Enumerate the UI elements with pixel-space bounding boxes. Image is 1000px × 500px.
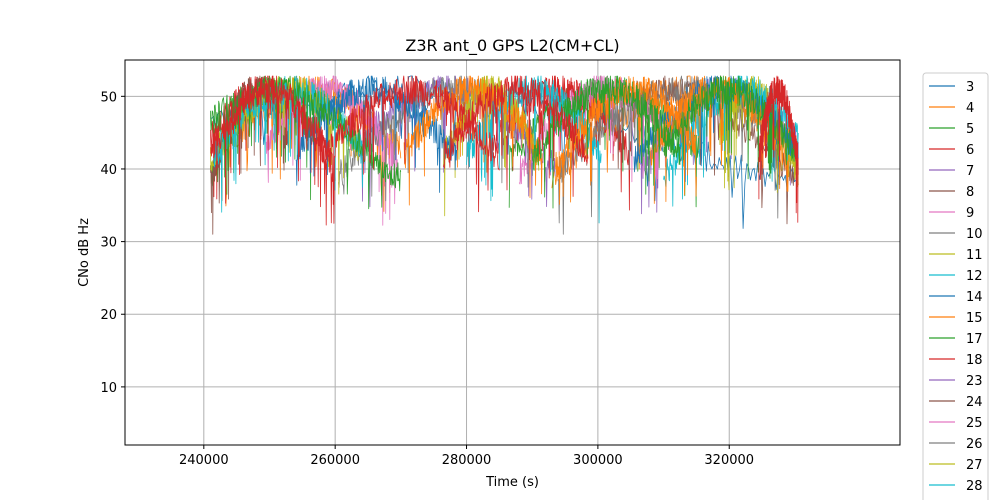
legend-label-24: 24 [966,395,983,410]
x-tick-label: 320000 [704,453,754,468]
legend-label-5: 5 [966,122,974,137]
legend-label-6: 6 [966,143,974,158]
legend-box [922,72,989,500]
legend-label-12: 12 [966,269,983,284]
legend-label-28: 28 [966,479,983,494]
legend-label-25: 25 [966,416,983,431]
series-line-18 [210,75,799,224]
x-tick-label: 300000 [573,453,623,468]
x-axis-label: Time (s) [485,475,539,490]
legend-label-7: 7 [966,164,974,179]
legend-label-3: 3 [966,80,974,95]
x-tick-label: 280000 [442,453,492,468]
y-axis-label: CNo dB Hz [77,218,92,287]
y-tick-label: 20 [100,308,117,323]
y-tick-label: 50 [100,90,117,105]
legend-label-9: 9 [966,206,974,221]
y-tick-label: 10 [100,381,117,396]
y-tick-label: 40 [100,163,117,178]
legend-label-23: 23 [966,374,983,389]
legend-label-17: 17 [966,332,983,347]
plot-frame [124,59,901,446]
legend-label-15: 15 [966,311,983,326]
plot-area [210,75,799,235]
chart-title: Z3R ant_0 GPS L2(CM+CL) [405,36,619,56]
legend: 3 4 5 6 7 8 9 10 11 12 14 15 17 18 23 24 25 26 27 28 [922,72,989,500]
legend-label-11: 11 [966,248,983,263]
x-tick-label: 260000 [310,453,360,468]
legend-label-26: 26 [966,437,983,452]
axis-ticks: 240000 260000 280000 300000 320000 10 20 30 40 50 [100,90,754,468]
legend-label-4: 4 [966,101,974,116]
x-tick-label: 240000 [179,453,229,468]
legend-label-27: 27 [966,458,983,473]
y-tick-label: 30 [100,236,117,251]
legend-label-14: 14 [966,290,983,305]
legend-label-10: 10 [966,227,983,242]
legend-label-18: 18 [966,353,983,368]
legend-label-8: 8 [966,185,974,200]
